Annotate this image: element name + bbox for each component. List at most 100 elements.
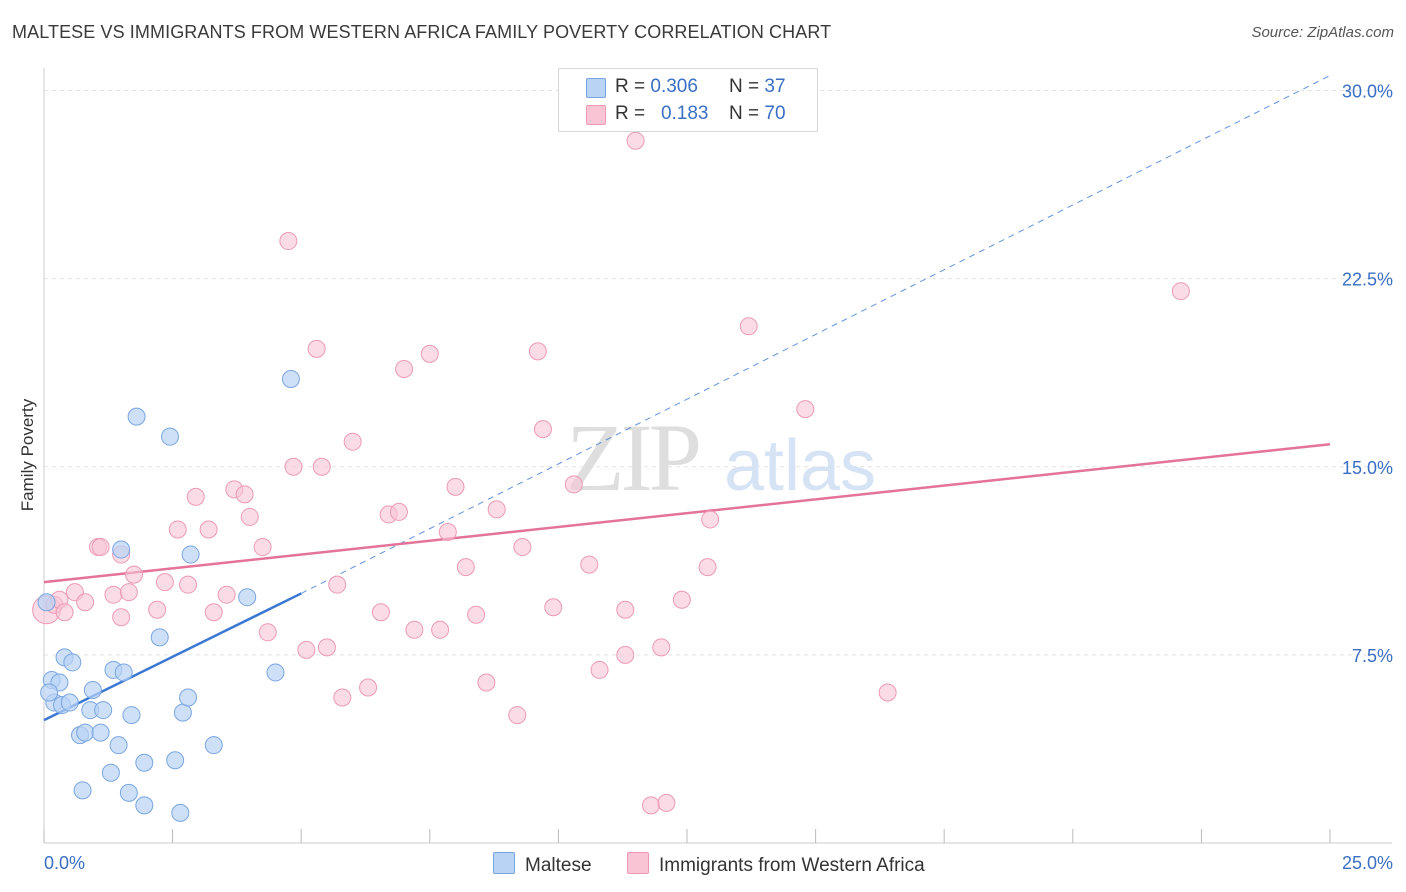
point-maltese: [94, 701, 113, 720]
point-maltese: [181, 545, 200, 564]
point-maltese: [114, 663, 133, 682]
point-western-africa: [580, 555, 599, 574]
point-western-africa: [155, 573, 174, 592]
point-maltese: [63, 653, 82, 672]
correlation-legend: R = 0.306 N = 37 R = 0.183 N = 70: [558, 68, 818, 132]
point-western-africa: [698, 558, 717, 577]
point-maltese: [37, 593, 56, 612]
point-western-africa: [125, 565, 144, 584]
point-western-africa: [513, 538, 532, 557]
point-western-africa: [477, 673, 496, 692]
point-western-africa: [487, 500, 506, 519]
point-western-africa: [672, 590, 691, 609]
point-western-africa: [701, 510, 720, 529]
point-maltese: [109, 736, 128, 755]
point-western-africa: [616, 600, 635, 619]
point-western-africa: [168, 520, 187, 539]
trend-western-africa: [43, 442, 1331, 584]
x-tick-label-max: 25.0%: [1342, 853, 1393, 873]
point-western-africa: [186, 487, 205, 506]
watermark: ZIP atlas: [566, 404, 876, 511]
gridlines: [44, 90, 1392, 656]
point-maltese: [166, 751, 185, 770]
series-maltese: [37, 369, 300, 822]
legend-swatch-western-africa-bottom: [627, 852, 649, 874]
legend-r-maltese: R = 0.306: [615, 76, 698, 97]
point-western-africa: [240, 507, 259, 526]
point-western-africa: [91, 538, 110, 557]
y-tick-label-3: 30.0%: [1342, 82, 1393, 102]
legend-item-western-africa: Immigrants from Western Africa: [627, 852, 925, 877]
point-western-africa: [179, 575, 198, 594]
axes: [43, 68, 1392, 844]
point-western-africa: [652, 638, 671, 657]
point-western-africa: [328, 575, 347, 594]
source-note: Source: ZipAtlas.com: [1251, 24, 1394, 41]
point-western-africa: [343, 432, 362, 451]
point-western-africa: [626, 131, 645, 150]
point-western-africa: [544, 598, 563, 617]
tick-labels: 7.5% 15.0% 22.5% 30.0% 0.0% 25.0%: [44, 82, 1393, 873]
point-western-africa: [235, 485, 254, 504]
point-western-africa: [258, 623, 277, 642]
point-maltese: [60, 693, 79, 712]
point-western-africa: [279, 232, 298, 251]
series-legend: Maltese Immigrants from Western Africa: [0, 852, 1406, 878]
point-western-africa: [739, 317, 758, 336]
point-western-africa: [405, 620, 424, 639]
point-western-africa: [796, 400, 815, 419]
point-maltese: [179, 688, 198, 707]
point-maltese: [101, 763, 120, 782]
point-western-africa: [297, 640, 316, 659]
point-western-africa: [420, 344, 439, 363]
point-western-africa: [359, 678, 378, 697]
point-western-africa: [284, 457, 303, 476]
trend-lines: [43, 75, 1331, 722]
point-maltese: [135, 753, 154, 772]
point-maltese: [112, 540, 131, 559]
point-maltese: [135, 796, 154, 815]
point-western-africa: [456, 558, 475, 577]
y-tick-label-2: 22.5%: [1342, 270, 1393, 290]
point-western-africa: [317, 638, 336, 657]
point-maltese: [76, 723, 95, 742]
point-western-africa: [508, 706, 527, 725]
point-western-africa: [312, 457, 331, 476]
point-western-africa: [76, 593, 95, 612]
y-axis-title: Family Poverty: [18, 398, 37, 512]
point-western-africa: [446, 477, 465, 496]
legend-n-western-africa: N = 70: [729, 103, 786, 124]
point-western-africa: [199, 520, 218, 539]
point-maltese: [122, 706, 141, 725]
point-western-africa: [395, 359, 414, 378]
legend-n-maltese: N = 37: [729, 76, 786, 97]
trend-maltese: [43, 592, 302, 722]
point-maltese: [150, 628, 169, 647]
point-western-africa: [371, 603, 390, 622]
legend-swatch-maltese-bottom: [493, 852, 515, 874]
point-western-africa: [104, 585, 123, 604]
legend-swatch-western-africa: [586, 105, 606, 125]
point-western-africa: [333, 688, 352, 707]
point-western-africa: [878, 683, 897, 702]
point-western-africa: [533, 420, 552, 439]
point-western-africa: [438, 522, 457, 541]
point-maltese: [266, 663, 285, 682]
y-tick-label-0: 7.5%: [1352, 646, 1393, 666]
point-western-africa: [616, 645, 635, 664]
point-western-africa: [1171, 282, 1190, 301]
legend-r-western-africa: R = 0.183: [615, 103, 709, 124]
watermark-atlas: atlas: [724, 426, 876, 506]
point-maltese: [127, 407, 146, 426]
point-western-africa: [55, 603, 74, 622]
point-western-africa: [564, 475, 583, 494]
point-maltese: [171, 803, 190, 822]
point-western-africa: [148, 600, 167, 619]
point-maltese: [173, 703, 192, 722]
point-western-africa: [528, 342, 547, 361]
point-maltese: [281, 369, 300, 388]
point-western-africa: [119, 583, 138, 602]
point-maltese: [119, 783, 138, 802]
point-western-africa: [467, 605, 486, 624]
